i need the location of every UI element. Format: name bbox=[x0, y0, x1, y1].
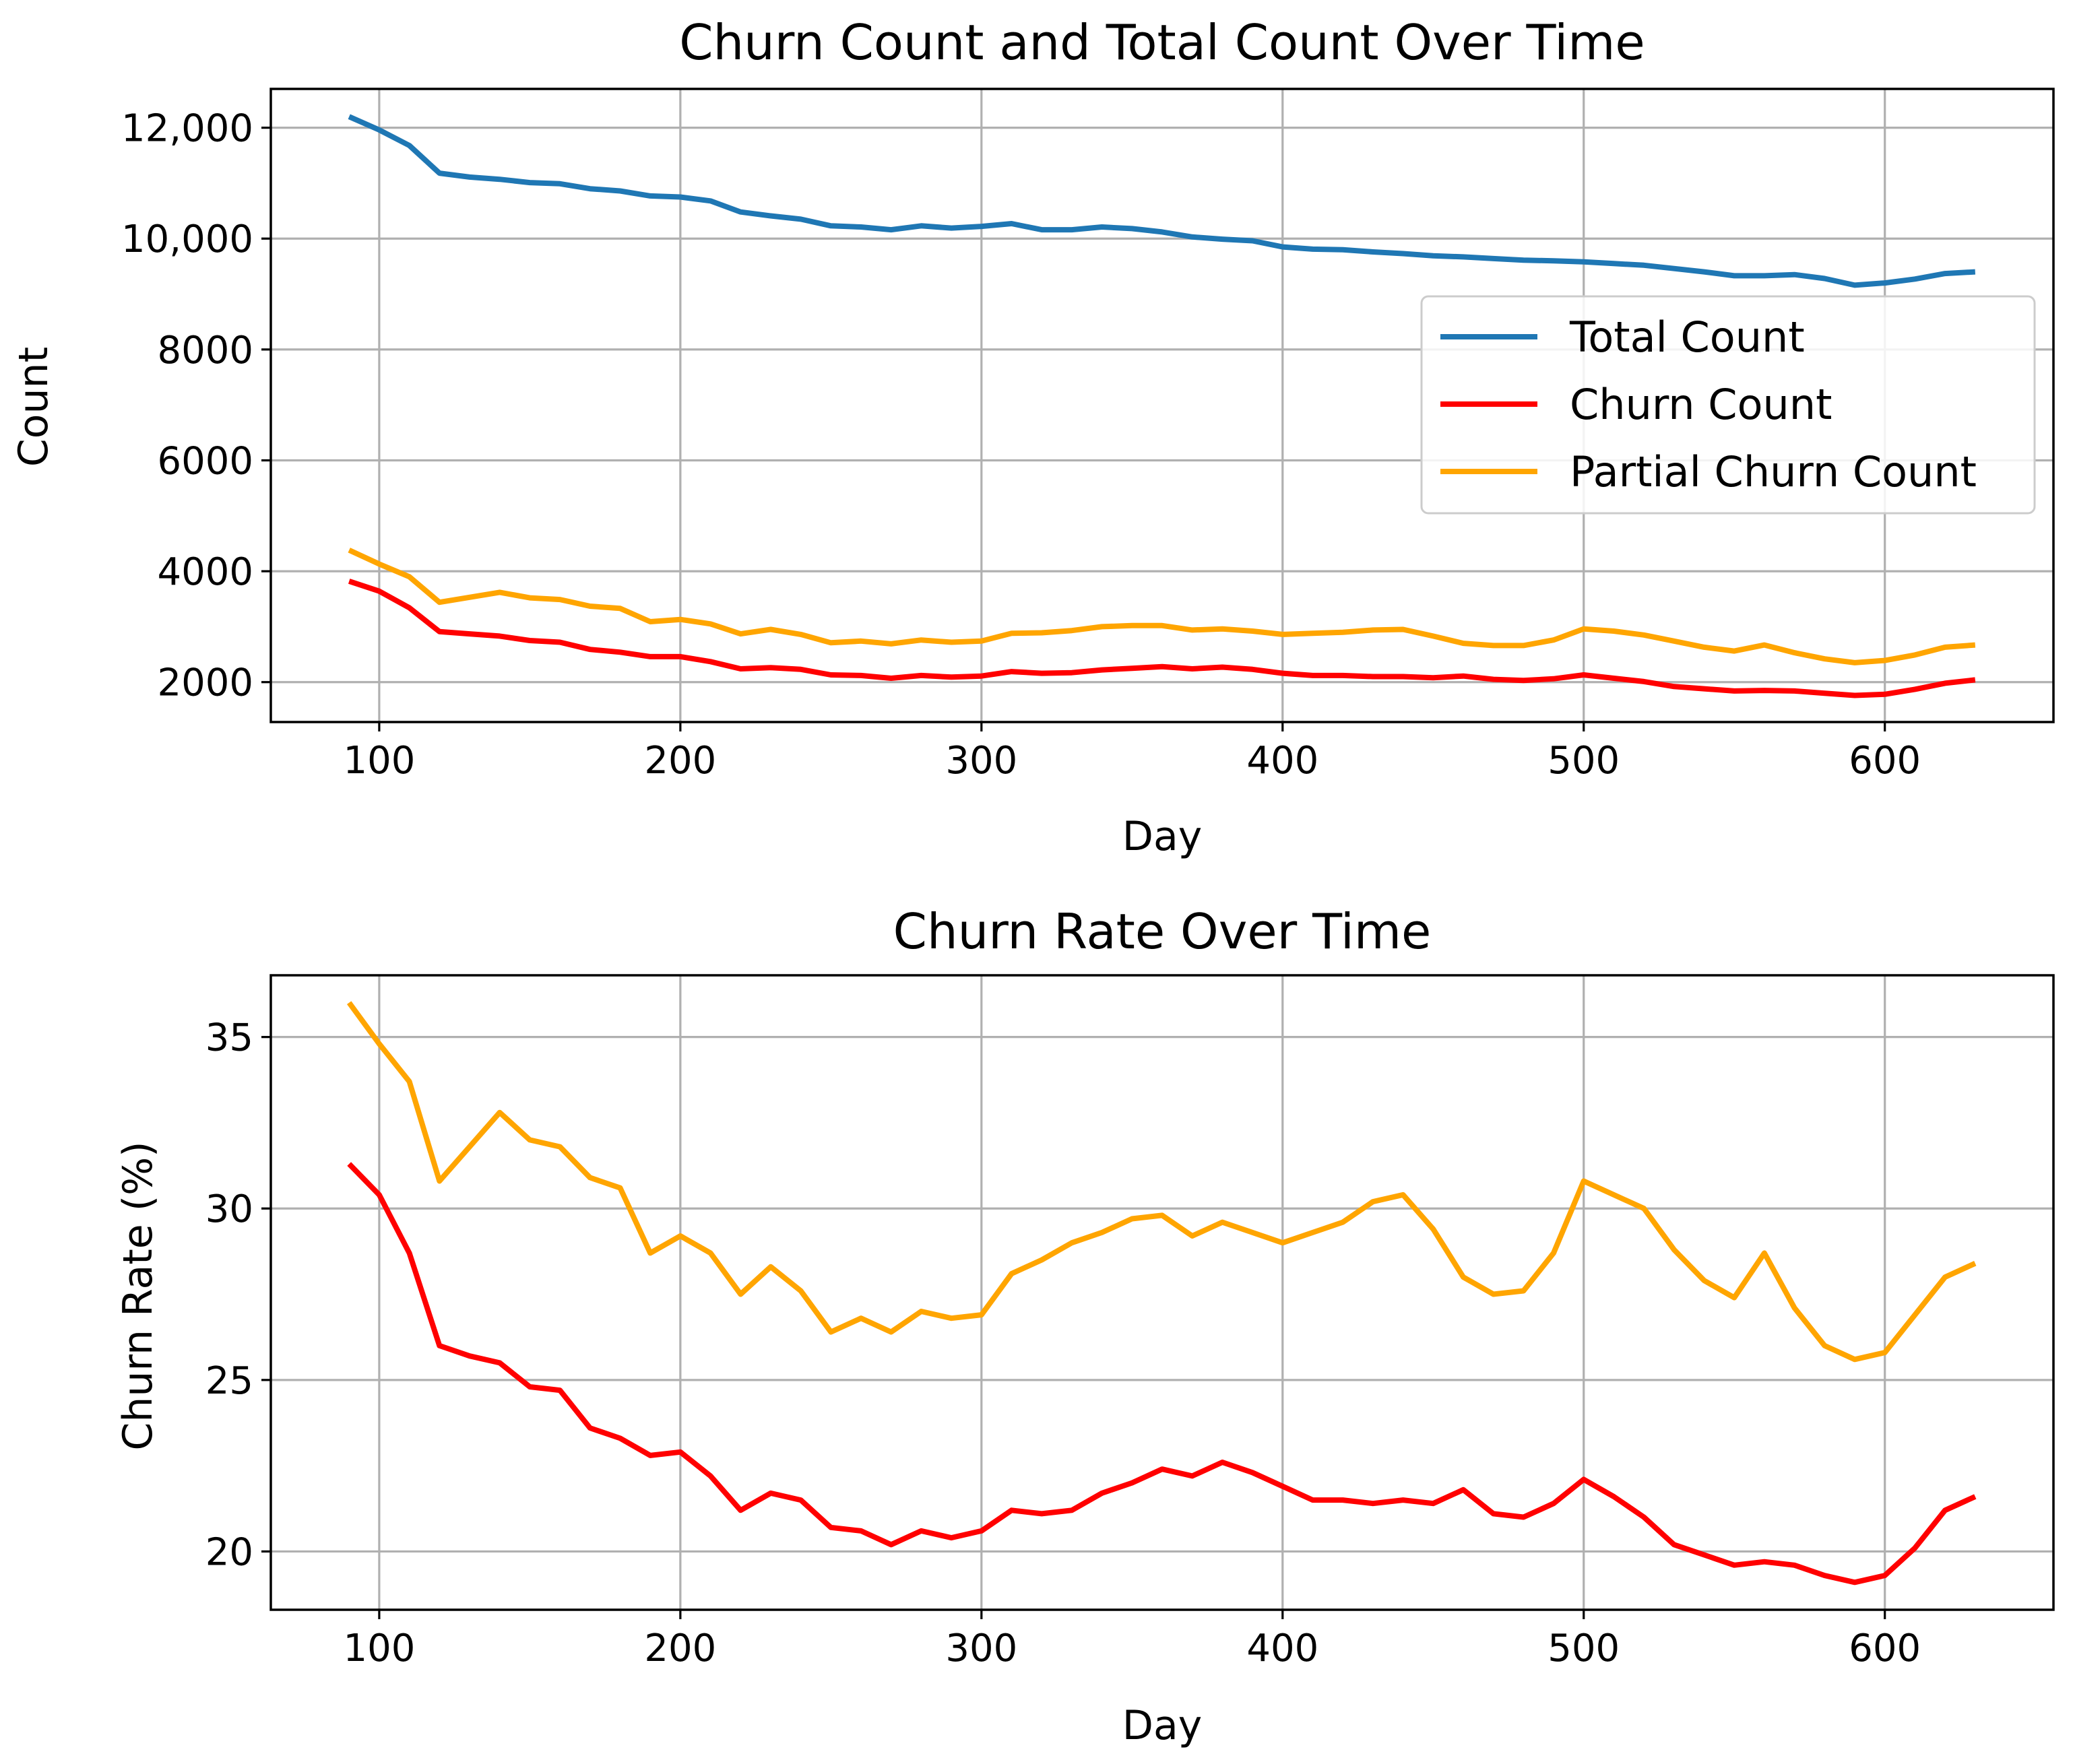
rate-x-tick-label: 200 bbox=[644, 1627, 716, 1670]
count-chart-title: Churn Count and Total Count Over Time bbox=[679, 14, 1645, 71]
count-x-tick-label: 200 bbox=[644, 739, 716, 783]
count-series-total-count bbox=[348, 114, 1976, 288]
count-x-tick-label: 500 bbox=[1548, 739, 1620, 783]
rate-x-tick-label: 300 bbox=[945, 1627, 1017, 1670]
legend-label-churn-count: Churn Count bbox=[1570, 380, 1832, 429]
count-x-tick-label: 600 bbox=[1849, 739, 1921, 783]
count-x-tick-label: 400 bbox=[1246, 739, 1318, 783]
legend-box bbox=[1420, 295, 2036, 515]
legend-label-total-count: Total Count bbox=[1569, 313, 1805, 362]
rate-y-tick-label: 30 bbox=[205, 1187, 253, 1231]
rate-plot-area: 100 200 300 400 500 600 20 25 30 35 bbox=[205, 974, 2055, 1670]
count-y-tick-label: 8000 bbox=[157, 329, 253, 372]
rate-chart-title: Churn Rate Over Time bbox=[893, 903, 1432, 960]
rate-subplot: Churn Rate Over Time Churn Rate (%) Day … bbox=[115, 903, 2055, 1749]
count-axes-frame bbox=[269, 88, 2055, 723]
count-y-tick-label: 4000 bbox=[157, 550, 253, 594]
count-y-axis-label: Count bbox=[10, 347, 57, 467]
rate-series-partial-churn-rate bbox=[346, 1001, 1977, 1363]
count-series-partial-churn-count bbox=[348, 548, 1976, 665]
rate-y-tick-label: 35 bbox=[205, 1016, 253, 1060]
count-y-tick-label: 10,000 bbox=[121, 218, 253, 261]
count-plot-area: 100 200 300 400 500 600 2000 4000 6000 8000 10,000… bbox=[121, 88, 2055, 783]
count-series-churn-count bbox=[348, 579, 1976, 698]
count-x-tick-label: 100 bbox=[343, 739, 415, 783]
count-x-tick-label: 300 bbox=[945, 739, 1017, 783]
count-legend: Total Count Churn Count Partial Churn Co… bbox=[1420, 295, 2036, 515]
rate-x-tick-label: 400 bbox=[1246, 1627, 1318, 1670]
count-x-axis-label: Day bbox=[1122, 813, 1202, 860]
legend-label-partial-churn-count: Partial Churn Count bbox=[1570, 447, 1977, 496]
rate-y-axis-label: Churn Rate (%) bbox=[115, 1141, 162, 1450]
rate-x-axis-label: Day bbox=[1122, 1702, 1202, 1749]
rate-x-tick-label: 500 bbox=[1548, 1627, 1620, 1670]
rate-x-tick-label: 600 bbox=[1849, 1627, 1921, 1670]
rate-x-tick-label: 100 bbox=[343, 1627, 415, 1670]
rate-y-tick-label: 25 bbox=[205, 1359, 253, 1403]
count-subplot: Churn Count and Total Count Over Time Co… bbox=[10, 14, 2055, 860]
count-y-tick-label: 12,000 bbox=[121, 107, 253, 151]
count-y-tick-label: 6000 bbox=[157, 439, 253, 483]
rate-axes-frame bbox=[269, 974, 2055, 1611]
count-y-tick-label: 2000 bbox=[157, 661, 253, 705]
rate-y-tick-label: 20 bbox=[205, 1530, 253, 1574]
rate-series-churn-rate bbox=[347, 1162, 1977, 1586]
